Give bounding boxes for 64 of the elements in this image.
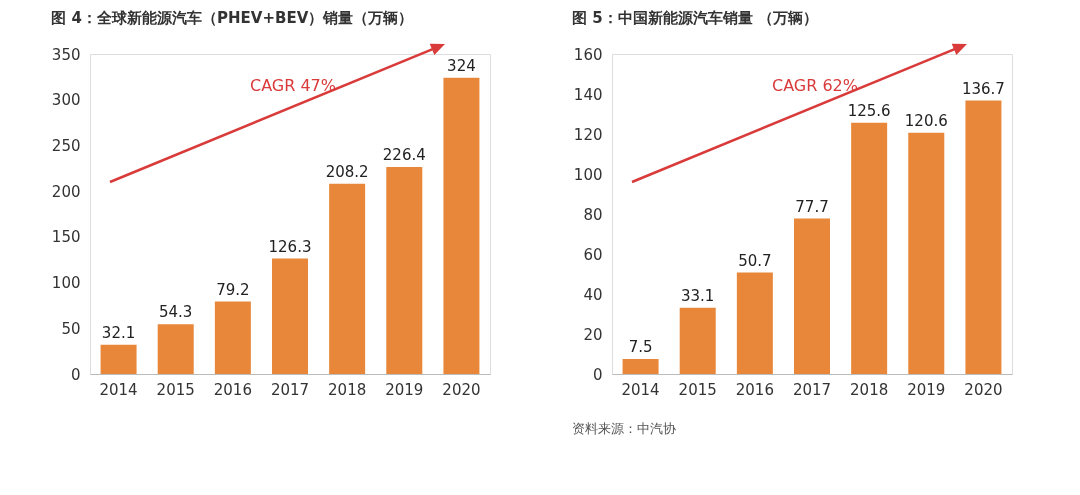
y-tick-label: 80 <box>583 205 603 224</box>
chart-title: 图 5：中国新能源汽车销量 （万辆） <box>572 8 818 27</box>
y-tick-label: 60 <box>583 245 603 264</box>
x-tick-label: 2016 <box>213 380 252 399</box>
data-label: 33.1 <box>681 286 715 305</box>
bar <box>965 100 1002 374</box>
bar <box>386 167 423 374</box>
bar <box>272 258 308 374</box>
data-label: 226.4 <box>382 146 426 165</box>
annotation: CAGR 47% <box>250 76 336 95</box>
x-tick-label: 2018 <box>850 380 889 399</box>
x-tick-label: 2015 <box>678 380 717 399</box>
data-label: 136.7 <box>961 79 1005 98</box>
y-tick-label: 120 <box>573 125 603 144</box>
x-tick-label: 2014 <box>99 380 138 399</box>
data-label: 79.2 <box>216 280 250 299</box>
text: 资料来源：中汽协 <box>572 421 676 436</box>
data-label: 324 <box>447 56 476 75</box>
y-tick-label: 100 <box>51 274 81 293</box>
bar <box>679 307 716 374</box>
data-label: 120.6 <box>904 111 948 130</box>
x-tick-label: 2017 <box>792 380 832 399</box>
x-tick-label: 2019 <box>907 380 946 399</box>
y-tick-label: 20 <box>583 325 603 344</box>
y-tick-label: 50 <box>61 319 81 338</box>
data-label: 32.1 <box>101 323 136 342</box>
bar <box>736 272 773 374</box>
bar <box>443 77 480 374</box>
data-label: 126.3 <box>268 237 312 256</box>
bar <box>851 122 888 374</box>
y-tick-label: 150 <box>51 228 81 247</box>
y-tick-label: 300 <box>51 91 81 110</box>
bar <box>157 324 194 374</box>
y-tick-label: 140 <box>573 85 603 104</box>
bar <box>100 344 137 374</box>
x-tick-label: 2015 <box>156 380 195 399</box>
bar <box>908 132 945 374</box>
y-tick-label: 250 <box>51 136 81 155</box>
x-tick-label: 2014 <box>621 380 660 399</box>
y-tick-label: 100 <box>573 165 603 184</box>
x-tick-label: 2020 <box>964 380 1003 399</box>
y-tick-label: 0 <box>592 365 603 384</box>
x-tick-label: 2018 <box>328 380 367 399</box>
data-label: 50.7 <box>738 251 772 270</box>
x-tick-label: 2020 <box>442 380 481 399</box>
bar <box>329 183 366 374</box>
y-tick-label: 160 <box>573 45 603 64</box>
x-tick-label: 2016 <box>735 380 774 399</box>
data-label: 77.7 <box>795 197 829 216</box>
bar <box>622 359 659 374</box>
y-tick-label: 200 <box>51 182 81 201</box>
data-label: 54.3 <box>159 303 193 322</box>
x-tick-label: 2017 <box>270 380 310 399</box>
annotation: CAGR 62% <box>772 76 858 95</box>
y-tick-label: 0 <box>70 365 81 384</box>
y-tick-label: 40 <box>583 285 603 304</box>
bar <box>214 301 251 374</box>
data-label: 125.6 <box>847 101 891 120</box>
chart-title: 图 4：全球新能源汽车（PHEV+BEV）销量（万辆） <box>51 8 414 27</box>
data-label: 208.2 <box>325 162 369 181</box>
x-tick-label: 2019 <box>385 380 424 399</box>
data-label: 7.5 <box>628 338 653 356</box>
bar <box>794 218 830 374</box>
y-tick-label: 350 <box>51 45 81 64</box>
